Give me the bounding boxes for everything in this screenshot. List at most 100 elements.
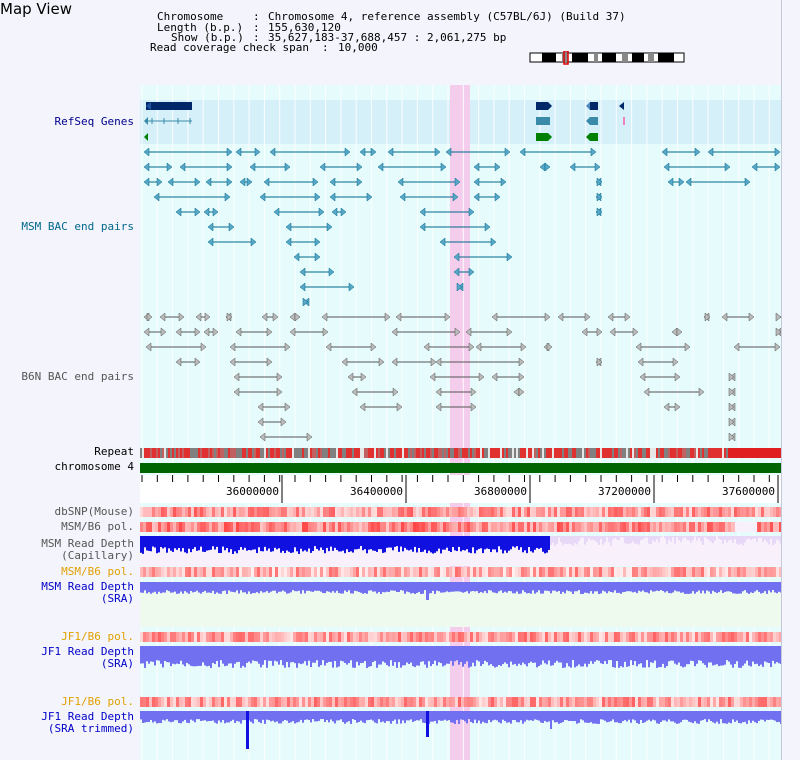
depth-bar — [452, 536, 454, 548]
pol-cell — [626, 632, 629, 642]
pol-cell — [338, 697, 341, 707]
bac-end — [276, 387, 283, 397]
depth-bar — [292, 646, 294, 662]
pol-cell — [593, 522, 596, 532]
depth-bar — [538, 711, 540, 721]
pol-cell — [497, 632, 500, 642]
pol-cell — [485, 522, 488, 532]
depth-bar — [200, 711, 202, 721]
pol-cell — [146, 632, 149, 642]
depth-bar — [264, 536, 266, 547]
bac-end — [581, 327, 588, 337]
depth-bar — [298, 646, 300, 664]
depth-bar — [496, 646, 498, 667]
repeat-segment — [580, 448, 582, 458]
pol-cell — [398, 632, 401, 642]
depth-bar — [756, 582, 758, 591]
depth-bar — [208, 646, 210, 666]
depth-bar — [586, 711, 588, 723]
pol-cell — [263, 567, 266, 577]
pol-cell — [416, 632, 419, 642]
pol-cell — [413, 567, 416, 577]
pol-cell — [470, 567, 473, 577]
chromosome-ideogram[interactable] — [528, 51, 688, 65]
map-canvas[interactable]: 36000000 36400000 36800000 37200000 37600000 — [140, 85, 781, 760]
depth-bar — [602, 582, 604, 591]
pol-cell — [665, 567, 668, 577]
pol-cell — [149, 632, 152, 642]
pol-cell — [197, 632, 200, 642]
depth-bar — [728, 711, 730, 723]
depth-bar — [234, 536, 236, 552]
depth-bar — [542, 646, 544, 661]
pol-cell — [173, 632, 176, 642]
depth-bar — [544, 536, 546, 554]
pol-cell — [188, 522, 191, 532]
pol-cell — [719, 567, 722, 577]
pol-cell — [143, 632, 146, 642]
pol-cell — [623, 522, 626, 532]
depth-bar — [150, 582, 152, 594]
depth-bar — [494, 646, 496, 668]
pol-cell — [668, 567, 671, 577]
pol-cell — [377, 632, 380, 642]
depth-bar — [148, 711, 150, 723]
pol-cell — [305, 697, 308, 707]
vertical-scrollbar[interactable] — [781, 0, 800, 760]
depth-bar — [638, 711, 640, 724]
repeat-segment — [504, 448, 506, 458]
repeat-segment — [370, 448, 372, 458]
pol-cell — [347, 522, 350, 532]
repeat-segment — [244, 448, 246, 458]
pol-cell — [434, 522, 437, 532]
depth-bar — [626, 711, 628, 722]
depth-bar — [272, 646, 274, 666]
repeat-segment — [320, 448, 322, 458]
depth-bar — [194, 711, 196, 723]
pol-cell — [467, 522, 470, 532]
pol-cell — [521, 522, 524, 532]
depth-bar — [336, 646, 338, 668]
pol-cell — [608, 507, 611, 517]
repeat-segment — [598, 448, 600, 458]
depth-bar — [602, 646, 604, 664]
depth-bar — [454, 646, 456, 662]
depth-bar — [726, 646, 728, 661]
repeat-segment — [206, 448, 208, 458]
pol-cell — [407, 697, 410, 707]
pol-cell — [746, 507, 749, 517]
pol-cell — [662, 522, 665, 532]
depth-bar — [378, 646, 380, 665]
pol-cell — [269, 507, 272, 517]
depth-bar — [762, 536, 764, 542]
pol-cell — [650, 522, 653, 532]
depth-bar — [764, 711, 766, 722]
repeat-segment — [332, 448, 334, 458]
pol-cell — [650, 507, 653, 517]
map-tracks-svg[interactable]: 36000000 36400000 36800000 37200000 37600000 — [140, 85, 781, 760]
repeat-segment — [560, 448, 562, 458]
depth-bar — [660, 536, 662, 538]
pol-cell — [566, 522, 569, 532]
depth-bar — [568, 536, 570, 544]
pol-cell — [158, 697, 161, 707]
bac-end — [594, 162, 601, 172]
depth-bar — [682, 711, 684, 720]
depth-bar — [148, 646, 150, 664]
pol-cell — [422, 507, 425, 517]
depth-bar — [322, 711, 324, 720]
depth-bar — [510, 536, 512, 550]
depth-bar — [284, 646, 286, 668]
depth-bar — [158, 536, 160, 553]
pol-cell — [455, 567, 458, 577]
pol-cell — [548, 567, 551, 577]
depth-bar — [308, 536, 310, 549]
repeat-segment — [200, 448, 202, 458]
pol-cell — [698, 507, 701, 517]
depth-bar — [748, 711, 750, 721]
depth-bar — [346, 536, 348, 550]
pol-cell — [590, 632, 593, 642]
depth-bar — [190, 536, 192, 553]
depth-bar — [738, 711, 740, 724]
bac-end — [454, 177, 461, 187]
